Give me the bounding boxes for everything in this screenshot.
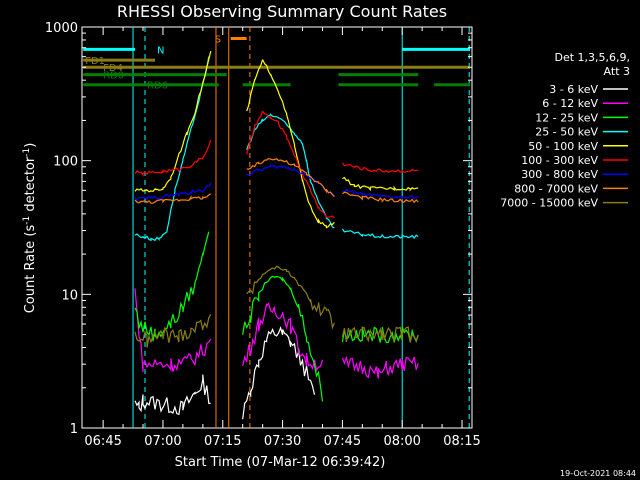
flag-label-s: S bbox=[215, 35, 221, 46]
y-axis-label: Count Rate (s-1 detector-1) bbox=[22, 143, 38, 314]
x-tick-label-08-15: 08:15 bbox=[443, 434, 480, 449]
x-tick-label-07-15: 07:15 bbox=[204, 434, 241, 449]
series-line-800-7000-kev bbox=[134, 157, 419, 204]
flag-label-fd1: FD1 bbox=[85, 56, 105, 67]
x-axis-label: Start Time (07-Mar-12 06:39:42) bbox=[175, 455, 386, 470]
series-line-50-100-kev bbox=[134, 50, 419, 229]
y-tick-label-1000: 1000 bbox=[45, 21, 78, 36]
flag-label-fd4: FD4 bbox=[103, 63, 123, 74]
flag-label-n: N bbox=[157, 45, 164, 56]
legend-header-line-1: Det 1,3,5,6,9, bbox=[554, 51, 630, 64]
plot-frame bbox=[81, 26, 473, 429]
x-tick-label-07-00: 07:00 bbox=[144, 434, 181, 449]
x-tick-label-06-45: 06:45 bbox=[84, 434, 121, 449]
legend-label-6-12-kev: 6 - 12 keV bbox=[542, 97, 598, 110]
y-axis-label-sup-2: -1 bbox=[22, 148, 32, 157]
legend-header-line-2: Att 3 bbox=[604, 65, 630, 78]
y-tick-label-1: 1 bbox=[70, 422, 78, 437]
flag-label-rd0: RD0 bbox=[103, 71, 124, 82]
legend-label-300-800-kev: 300 - 800 keV bbox=[521, 168, 598, 181]
y-axis-label-tail: detector bbox=[23, 156, 38, 216]
legend-label-7000-15000-kev: 7000 - 15000 keV bbox=[500, 197, 598, 210]
y-axis-label-close: ) bbox=[23, 143, 38, 148]
y-axis-label-sup: -1 bbox=[22, 216, 32, 225]
x-tick-label-07-45: 07:45 bbox=[324, 434, 361, 449]
series-lines bbox=[134, 50, 419, 420]
flag-label-rd6: RD6 bbox=[147, 81, 168, 92]
axes: 06:45 07:00 07:15 07:30 07:45 08:00 08:15 1 10 10… bbox=[45, 21, 481, 449]
generation-timestamp: 19-Oct-2021 08:44 bbox=[560, 469, 636, 478]
legend-label-100-300-kev: 100 - 300 keV bbox=[521, 154, 598, 167]
legend-label-50-100-kev: 50 - 100 keV bbox=[528, 140, 598, 153]
y-axis-label-text: Count Rate (s bbox=[23, 225, 38, 314]
legend-label-25-50-kev: 25 - 50 keV bbox=[535, 126, 598, 139]
y-tick-label-100: 100 bbox=[53, 155, 78, 170]
series-line-6-12-kev bbox=[134, 288, 419, 379]
plot-border bbox=[81, 26, 473, 429]
series-line-3-6-kev bbox=[134, 326, 316, 420]
y-tick-label-10: 10 bbox=[61, 288, 78, 303]
x-tick-label-08-00: 08:00 bbox=[383, 434, 420, 449]
legend-label-3-6-kev: 3 - 6 keV bbox=[549, 83, 598, 96]
series-line-7000-15000-kev bbox=[134, 265, 419, 348]
chart-title: RHESSI Observing Summary Count Rates bbox=[117, 2, 447, 21]
x-tick-label-07-30: 07:30 bbox=[264, 434, 301, 449]
series-line-100-300-kev bbox=[134, 110, 419, 219]
legend-label-12-25-kev: 12 - 25 keV bbox=[535, 111, 598, 124]
legend-label-800-7000-kev: 800 - 7000 keV bbox=[514, 182, 598, 195]
